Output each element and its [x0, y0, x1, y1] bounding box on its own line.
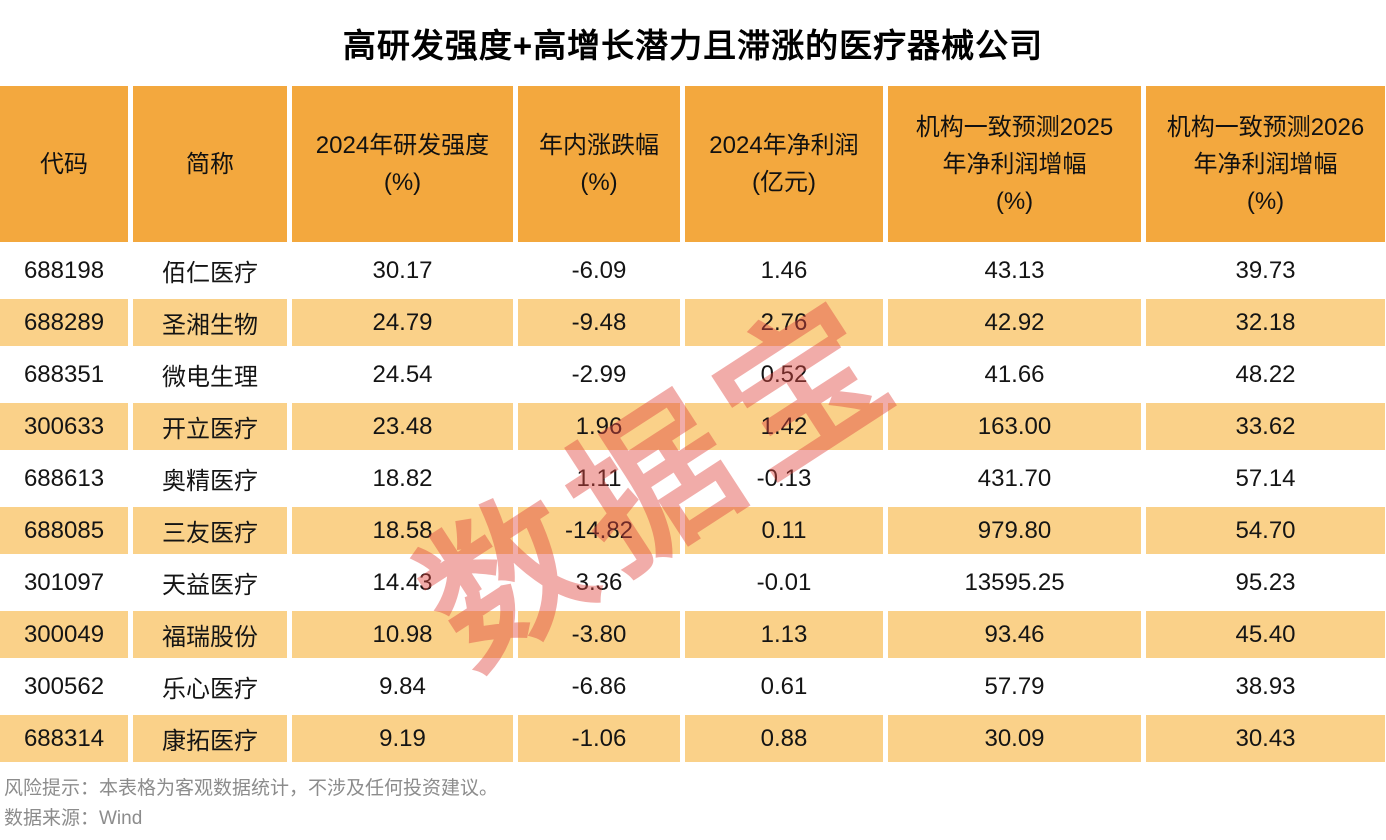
table-cell: 2.76 [685, 299, 883, 346]
table-cell: -2.99 [518, 351, 680, 398]
table-cell: 1.11 [518, 455, 680, 502]
table-cell: 1.42 [685, 403, 883, 450]
table-cell: 688351 [0, 351, 128, 398]
table-cell: 福瑞股份 [133, 611, 287, 658]
column-header: 代码 [0, 86, 128, 242]
table-cell: 39.73 [1146, 247, 1385, 294]
table-cell: 300633 [0, 403, 128, 450]
data-source: 数据来源：Wind [4, 808, 143, 829]
table-cell: 688085 [0, 507, 128, 554]
table-cell: 688289 [0, 299, 128, 346]
table-cell: 38.93 [1146, 663, 1385, 710]
table-cell: 57.79 [888, 663, 1141, 710]
table-cell: 1.46 [685, 247, 883, 294]
table-cell: 45.40 [1146, 611, 1385, 658]
table-cell: 41.66 [888, 351, 1141, 398]
column-header: 2024年研发强度 (%) [292, 86, 513, 242]
table-cell: 48.22 [1146, 351, 1385, 398]
table-cell: 9.19 [292, 715, 513, 762]
page-title: 高研发强度+高增长潜力且滞涨的医疗器械公司 [342, 27, 1044, 64]
table-cell: 688198 [0, 247, 128, 294]
title-bar: 高研发强度+高增长潜力且滞涨的医疗器械公司 [0, 0, 1386, 86]
risk-note: 风险提示：本表格为客观数据统计，不涉及任何投资建议。 [4, 778, 499, 799]
table-cell: 431.70 [888, 455, 1141, 502]
column-header: 年内涨跌幅 (%) [518, 86, 680, 242]
table-cell: 奥精医疗 [133, 455, 287, 502]
table-cell: 圣湘生物 [133, 299, 287, 346]
table-cell: 300049 [0, 611, 128, 658]
table-cell: 0.52 [685, 351, 883, 398]
table-cell: 0.61 [685, 663, 883, 710]
footer: 风险提示：本表格为客观数据统计，不涉及任何投资建议。 数据来源：Wind [0, 762, 1386, 834]
column-header: 机构一致预测2026 年净利润增幅 (%) [1146, 86, 1385, 242]
column-header: 2024年净利润 (亿元) [685, 86, 883, 242]
table-cell: 301097 [0, 559, 128, 606]
table-cell: 43.13 [888, 247, 1141, 294]
table-cell: 24.54 [292, 351, 513, 398]
table-cell: 979.80 [888, 507, 1141, 554]
table-cell: 乐心医疗 [133, 663, 287, 710]
table-cell: -1.06 [518, 715, 680, 762]
table-cell: -6.09 [518, 247, 680, 294]
table-cell: 300562 [0, 663, 128, 710]
table-cell: 1.13 [685, 611, 883, 658]
table-cell: 688613 [0, 455, 128, 502]
table-cell: 688314 [0, 715, 128, 762]
table-cell: 57.14 [1146, 455, 1385, 502]
table-cell: 三友医疗 [133, 507, 287, 554]
table-cell: 54.70 [1146, 507, 1385, 554]
table-cell: 0.11 [685, 507, 883, 554]
table-cell: 佰仁医疗 [133, 247, 287, 294]
table-cell: 14.43 [292, 559, 513, 606]
table-cell: 3.36 [518, 559, 680, 606]
table-cell: -14.82 [518, 507, 680, 554]
data-table: 代码 简称 2024年研发强度 (%) 年内涨跌幅 (%) 2024年净利润 (亿元) 机… [0, 86, 1385, 762]
table-cell: 93.46 [888, 611, 1141, 658]
table-cell: -9.48 [518, 299, 680, 346]
table-cell: 13595.25 [888, 559, 1141, 606]
table-cell: -3.80 [518, 611, 680, 658]
table-cell: -6.86 [518, 663, 680, 710]
table-cell: 30.17 [292, 247, 513, 294]
table-cell: 开立医疗 [133, 403, 287, 450]
table-cell: 33.62 [1146, 403, 1385, 450]
table-cell: 9.84 [292, 663, 513, 710]
table-cell: 微电生理 [133, 351, 287, 398]
table-cell: 0.88 [685, 715, 883, 762]
table-cell: 30.43 [1146, 715, 1385, 762]
table-cell: 42.92 [888, 299, 1141, 346]
table-cell: 10.98 [292, 611, 513, 658]
table-cell: 95.23 [1146, 559, 1385, 606]
table-cell: 32.18 [1146, 299, 1385, 346]
table-cell: 24.79 [292, 299, 513, 346]
table-cell: -0.01 [685, 559, 883, 606]
table-cell: 18.58 [292, 507, 513, 554]
table-cell: 163.00 [888, 403, 1141, 450]
column-header: 简称 [133, 86, 287, 242]
table-cell: 康拓医疗 [133, 715, 287, 762]
table-cell: 1.96 [518, 403, 680, 450]
table-cell: 23.48 [292, 403, 513, 450]
table-cell: 天益医疗 [133, 559, 287, 606]
column-header: 机构一致预测2025 年净利润增幅 (%) [888, 86, 1141, 242]
table-cell: 30.09 [888, 715, 1141, 762]
table-cell: -0.13 [685, 455, 883, 502]
table-cell: 18.82 [292, 455, 513, 502]
